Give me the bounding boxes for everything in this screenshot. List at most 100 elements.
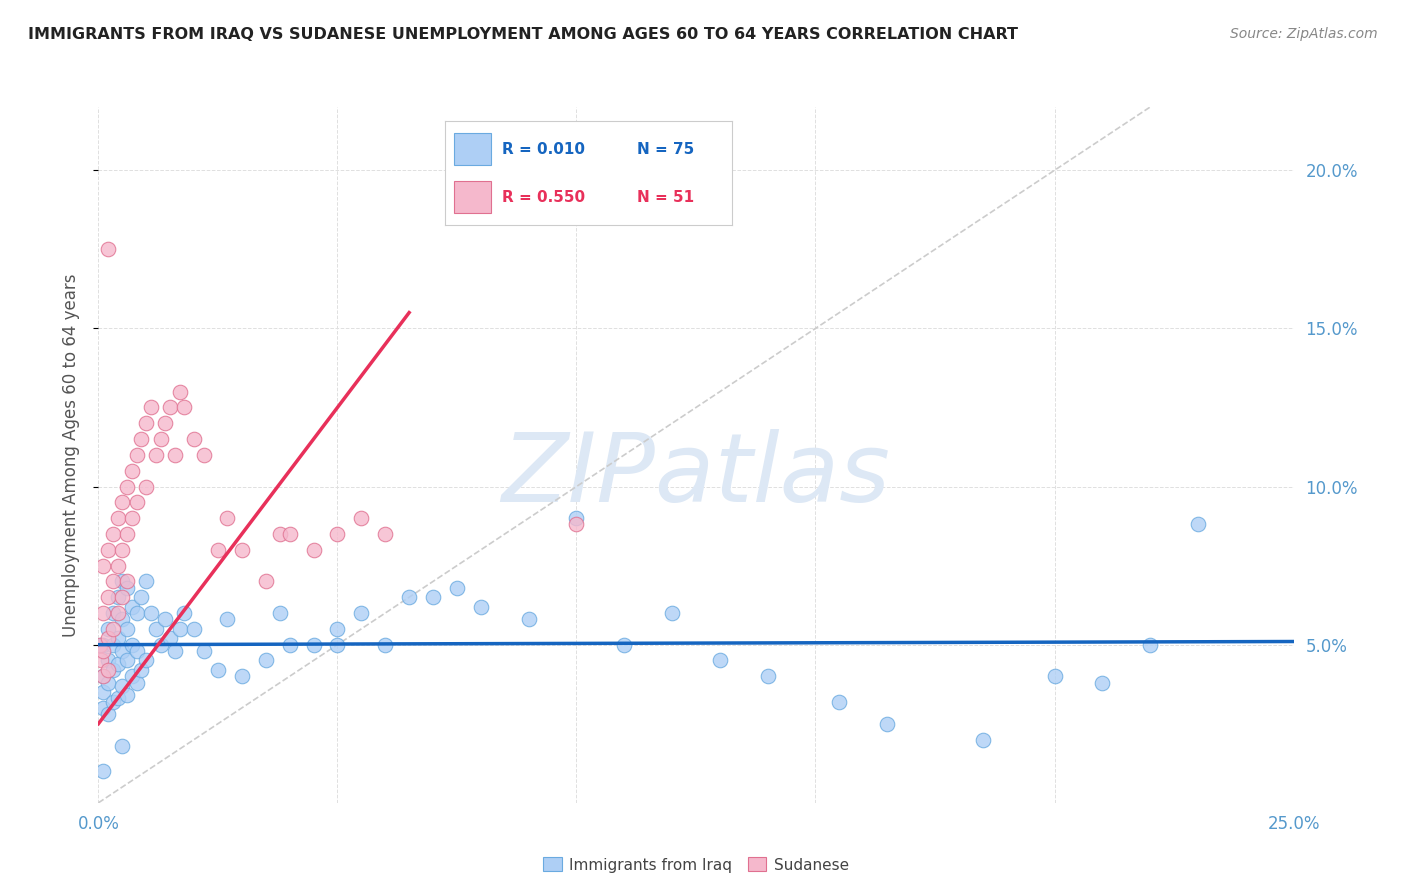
Point (217, 612, 239, 626)
Point (91, 606, 114, 620)
Point (254, 574, 277, 589)
Point (374, 527, 396, 541)
Point (107, 606, 129, 620)
Point (101, 663, 124, 677)
Point (121, 599, 143, 614)
Point (149, 432, 172, 446)
Point (91, 558, 114, 573)
Point (350, 511, 373, 525)
Point (876, 716, 898, 731)
Point (111, 644, 134, 658)
Point (398, 591, 420, 605)
Point (121, 669, 143, 683)
Point (111, 739, 134, 753)
Point (121, 511, 143, 525)
Point (972, 732, 994, 747)
Point (1187, 517, 1209, 532)
Point (756, 669, 779, 683)
Point (111, 591, 134, 605)
Point (269, 606, 291, 620)
Point (111, 495, 134, 509)
Point (115, 527, 138, 541)
Point (97, 243, 120, 257)
Point (613, 638, 636, 652)
Point (302, 638, 325, 652)
Point (183, 622, 205, 636)
Point (131, 432, 153, 446)
Point (107, 657, 129, 671)
Point (135, 479, 157, 493)
Point (145, 622, 167, 636)
Point (326, 622, 349, 636)
Point (115, 653, 138, 667)
Point (183, 432, 205, 446)
Point (125, 644, 148, 658)
Point (97, 542, 120, 557)
Point (231, 669, 253, 683)
Point (125, 448, 148, 462)
Point (131, 663, 153, 677)
Legend: Immigrants from Iraq, Sudanese: Immigrants from Iraq, Sudanese (537, 851, 855, 879)
Point (269, 527, 291, 541)
Point (121, 464, 143, 478)
Point (115, 574, 138, 589)
Point (169, 622, 191, 636)
Point (97, 707, 120, 722)
Point (163, 448, 186, 462)
Point (217, 511, 239, 525)
Point (709, 653, 731, 667)
Point (207, 663, 229, 677)
Text: IMMIGRANTS FROM IRAQ VS SUDANESE UNEMPLOYMENT AMONG AGES 60 TO 64 YEARS CORRELAT: IMMIGRANTS FROM IRAQ VS SUDANESE UNEMPLO… (28, 27, 1018, 42)
Point (661, 606, 683, 620)
Point (89, 638, 111, 652)
Point (193, 644, 215, 658)
Point (326, 527, 349, 541)
Point (149, 638, 172, 652)
Point (139, 401, 162, 415)
Point (101, 527, 124, 541)
Point (90, 653, 112, 667)
Point (254, 653, 277, 667)
Point (101, 638, 124, 652)
Point (159, 632, 181, 646)
Point (470, 599, 492, 614)
Y-axis label: Unemployment Among Ages 60 to 64 years: Unemployment Among Ages 60 to 64 years (62, 273, 80, 637)
Text: ZIPatlas: ZIPatlas (502, 429, 890, 523)
Point (91, 669, 114, 683)
Point (159, 401, 181, 415)
Point (111, 574, 134, 589)
Point (115, 581, 138, 595)
Point (101, 622, 124, 636)
Point (107, 632, 129, 646)
Point (1043, 669, 1066, 683)
Point (173, 401, 195, 415)
Point (1139, 638, 1161, 652)
Point (135, 417, 157, 431)
Point (90, 638, 112, 652)
Point (97, 622, 120, 636)
Point (121, 638, 143, 652)
Point (565, 517, 588, 532)
Point (326, 638, 349, 652)
Point (231, 542, 253, 557)
Point (115, 688, 138, 702)
Point (97, 591, 120, 605)
Point (828, 695, 851, 709)
Point (97, 663, 120, 677)
Point (101, 574, 124, 589)
Point (446, 581, 468, 595)
Point (1091, 675, 1114, 690)
Point (91, 669, 114, 683)
Point (135, 653, 157, 667)
Point (135, 574, 157, 589)
Point (101, 606, 124, 620)
Point (91, 764, 114, 779)
Point (91, 638, 114, 652)
Point (111, 612, 134, 626)
Point (115, 479, 138, 493)
Point (111, 679, 134, 693)
Point (173, 606, 195, 620)
Point (278, 527, 301, 541)
Point (207, 542, 229, 557)
Point (155, 417, 177, 431)
